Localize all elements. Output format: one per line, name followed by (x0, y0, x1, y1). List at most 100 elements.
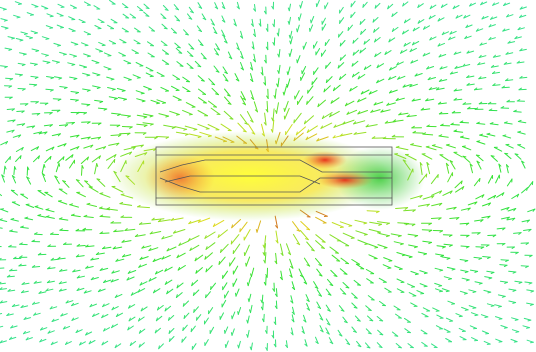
field-arrow (108, 96, 118, 99)
field-arrow (97, 18, 105, 23)
field-arrow (488, 37, 496, 41)
field-arrow (63, 143, 67, 147)
field-arrow (329, 113, 332, 118)
field-arrow (325, 304, 331, 312)
field-arrow (481, 16, 489, 20)
field-arrow (45, 54, 49, 57)
field-arrow (411, 98, 421, 102)
field-arrow (137, 205, 141, 208)
field-arrow (178, 52, 183, 54)
field-arrow (46, 280, 51, 284)
field-arrow (21, 147, 24, 151)
field-arrow (462, 102, 466, 105)
field-arrow (486, 133, 496, 137)
field-arrow (222, 73, 229, 82)
field-arrow (439, 190, 442, 194)
field-arrow (519, 48, 527, 52)
field-arrow (526, 302, 534, 305)
field-arrow (253, 53, 256, 63)
field-arrow (83, 53, 91, 57)
field-arrow (75, 329, 79, 333)
field-arrow (62, 325, 71, 330)
field-arrow (359, 49, 362, 54)
field-arrow (210, 18, 215, 26)
field-arrow (123, 59, 132, 64)
field-arrow (263, 122, 267, 126)
field-arrow (130, 292, 134, 296)
field-arrow (165, 115, 170, 118)
field-arrow (527, 181, 534, 189)
field-arrow (475, 194, 485, 200)
field-arrow (124, 228, 128, 231)
field-arrow (96, 178, 101, 180)
field-arrow (462, 146, 472, 151)
field-arrow (58, 281, 62, 285)
field-arrow (15, 155, 22, 162)
field-arrow (376, 210, 380, 214)
field-arrow (462, 155, 471, 163)
field-arrow (400, 49, 408, 54)
field-arrow (397, 76, 400, 80)
field-arrow (208, 78, 216, 86)
field-arrow (396, 62, 399, 66)
field-arrow (114, 294, 118, 298)
field-arrow (316, 289, 322, 297)
field-arrow (323, 85, 331, 93)
field-arrow (377, 329, 384, 336)
field-arrow (437, 42, 445, 47)
field-arrow (0, 219, 8, 222)
field-arrow (469, 3, 472, 7)
field-arrow (329, 234, 341, 242)
field-arrow (50, 232, 54, 235)
field-arrow (183, 29, 189, 36)
field-arrow (296, 28, 298, 33)
field-arrow (235, 292, 237, 297)
field-arrow (101, 341, 104, 346)
field-arrow (290, 265, 294, 269)
field-arrow (434, 267, 444, 271)
field-arrow (367, 332, 372, 335)
field-arrow (474, 219, 484, 222)
field-arrow (252, 41, 255, 50)
field-arrow (191, 279, 199, 287)
field-arrow (518, 87, 522, 91)
field-arrow (526, 339, 534, 343)
field-arrow (197, 75, 205, 82)
field-arrow (65, 154, 74, 161)
field-arrow (101, 314, 104, 319)
field-arrow (122, 3, 129, 9)
field-arrow (363, 64, 372, 70)
field-arrow (209, 326, 215, 334)
field-arrow (13, 256, 17, 260)
field-arrow (37, 214, 42, 216)
field-arrow (273, 343, 277, 348)
field-arrow (57, 98, 62, 102)
field-arrow (459, 290, 468, 294)
field-arrow (85, 332, 88, 336)
field-arrow (436, 87, 445, 91)
field-arrow (333, 84, 341, 92)
field-arrow (70, 41, 79, 45)
field-arrow (337, 329, 343, 337)
field-arrow (41, 53, 49, 56)
field-arrow (155, 270, 158, 275)
field-arrow (363, 66, 367, 70)
field-arrow (345, 338, 351, 346)
field-arrow (276, 32, 279, 37)
field-arrow (21, 110, 25, 114)
field-arrow (373, 102, 377, 106)
field-arrow (201, 80, 205, 82)
field-arrow (85, 244, 89, 248)
field-arrow (149, 231, 153, 235)
field-arrow (498, 318, 503, 320)
field-arrow (56, 24, 64, 28)
field-arrow (434, 282, 443, 287)
field-arrow (164, 268, 167, 272)
field-arrow (43, 124, 53, 127)
field-arrow (187, 235, 200, 242)
field-arrow (192, 292, 195, 296)
field-arrow (374, 53, 377, 58)
field-arrow (513, 109, 517, 112)
field-arrow (83, 290, 87, 294)
field-arrow (492, 234, 497, 238)
